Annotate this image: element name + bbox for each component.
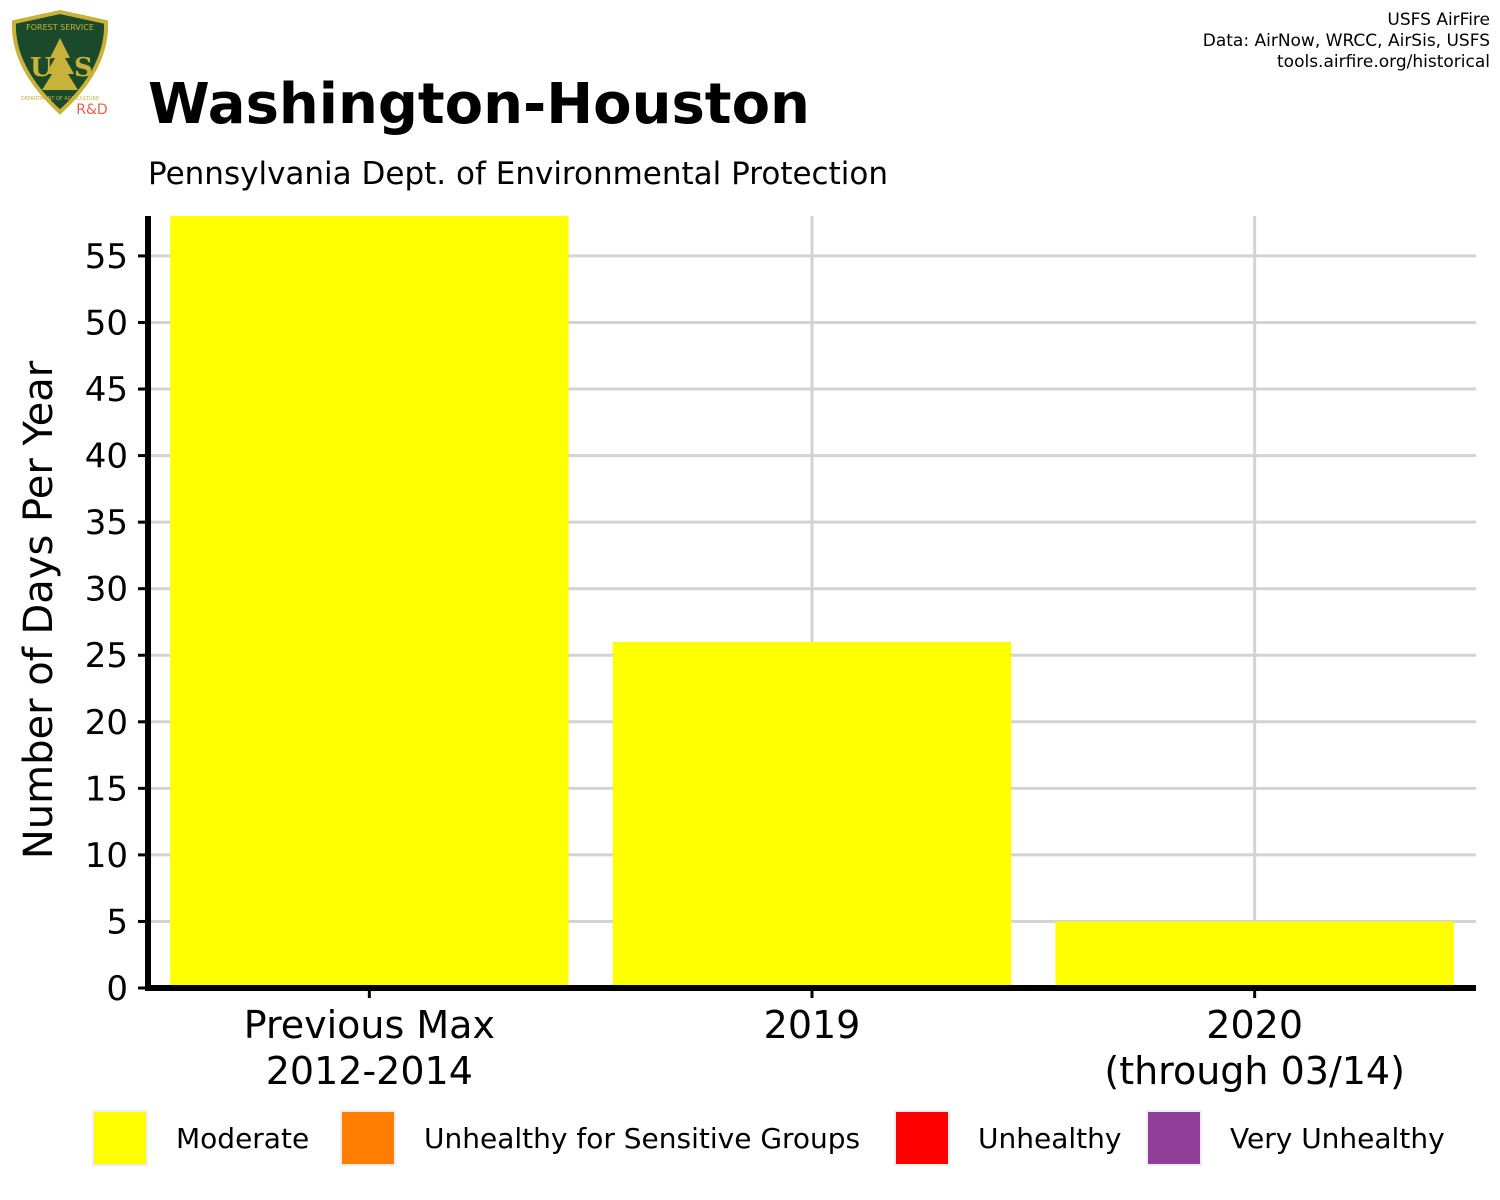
- x-tick-label: 2019: [764, 1003, 861, 1047]
- legend-label: Unhealthy for Sensitive Groups: [424, 1122, 861, 1155]
- legend-label: Moderate: [176, 1122, 310, 1155]
- y-tick-label: 40: [85, 437, 128, 477]
- usfs-logo: U S FOREST SERVICE DEPARTMENT OF AGRICUL…: [11, 9, 109, 118]
- y-tick-label: 30: [85, 570, 128, 610]
- bar: [1055, 921, 1454, 988]
- logo-top-text: FOREST SERVICE: [26, 23, 94, 32]
- chart-title: Washington-Houston: [148, 72, 810, 137]
- x-tick-label: 2020: [1206, 1003, 1303, 1047]
- legend: Moderate Unhealthy for Sensitive Groups Un…: [92, 1110, 1492, 1170]
- legend-swatch: [340, 1110, 396, 1166]
- legend-swatch: [894, 1110, 950, 1166]
- bar: [170, 216, 569, 988]
- y-tick-label: 20: [85, 703, 128, 743]
- y-tick-label: 10: [85, 836, 128, 876]
- y-tick-label: 5: [106, 902, 128, 942]
- legend-label: Unhealthy: [978, 1122, 1122, 1155]
- legend-swatch: [92, 1110, 148, 1166]
- x-tick-label: (through 03/14): [1104, 1049, 1405, 1093]
- logo-bottom-text: DEPARTMENT OF AGRICULTURE: [21, 96, 99, 102]
- y-axis-title: Number of Days Per Year: [16, 360, 62, 859]
- legend-swatch: [1146, 1110, 1202, 1166]
- credits: USFS AirFire Data: AirNow, WRCC, AirSis,…: [1203, 10, 1490, 73]
- y-tick-label: 35: [85, 503, 128, 543]
- bar: [612, 641, 1012, 988]
- logo-shield-letter-s: S: [74, 53, 93, 83]
- credit-line: tools.airfire.org/historical: [1277, 52, 1490, 72]
- y-tick-label: 50: [85, 303, 128, 343]
- legend-label: Very Unhealthy: [1230, 1122, 1445, 1155]
- y-tick-label: 15: [85, 769, 128, 809]
- y-tick-label: 0: [106, 969, 128, 1009]
- y-tick-label: 45: [85, 370, 128, 410]
- y-tick-label: 25: [85, 636, 128, 676]
- x-tick-label: 2012-2014: [266, 1049, 473, 1093]
- x-tick-label: Previous Max: [244, 1003, 495, 1047]
- tree-icon: [42, 38, 78, 90]
- credit-line: Data: AirNow, WRCC, AirSis, USFS: [1202, 31, 1490, 51]
- chart-subtitle: Pennsylvania Dept. of Environmental Prot…: [148, 156, 888, 192]
- y-tick-label: 55: [85, 237, 128, 277]
- credit-line: USFS AirFire: [1387, 10, 1490, 30]
- logo-badge: R&D: [76, 102, 107, 118]
- logo-shield-letter-u: U: [30, 53, 53, 83]
